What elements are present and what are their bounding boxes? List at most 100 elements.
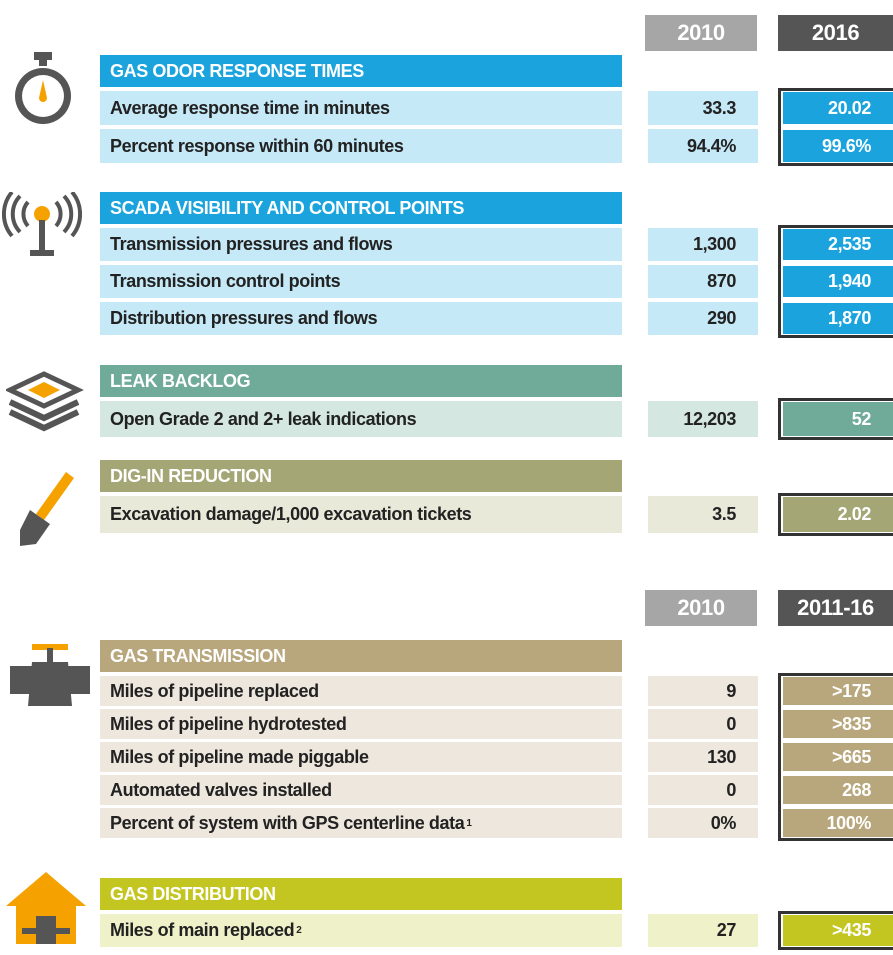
row-label: Percent of system with GPS centerline da…: [100, 808, 622, 838]
section-title-text: GAS TRANSMISSION: [110, 645, 286, 666]
section-title-text: GAS ODOR RESPONSE TIMES: [110, 60, 364, 81]
value-later: >435: [783, 915, 893, 946]
house-icon: [6, 872, 86, 944]
row-label: Miles of pipeline replaced: [100, 676, 622, 706]
value-2010: 1,300: [648, 228, 758, 261]
row-label-text: Average response time in minutes: [110, 97, 390, 118]
row-label: Automated valves installed: [100, 775, 622, 805]
section-title-text: DIG-IN REDUCTION: [110, 465, 272, 486]
row-label: Miles of pipeline hydrotested: [100, 709, 622, 739]
value-2010-text: 290: [707, 308, 736, 328]
row-label: Miles of main replaced 2: [100, 914, 622, 947]
value-2010-text: 94.4%: [686, 135, 736, 156]
value-later-text: 2,535: [827, 234, 871, 254]
section-title: GAS ODOR RESPONSE TIMES: [100, 55, 622, 87]
antenna-icon: [2, 192, 82, 256]
value-2010: 130: [648, 742, 758, 772]
value-later-text: >175: [832, 680, 871, 701]
value-later-text: 2.02: [837, 504, 872, 524]
value-later-text: 52: [851, 408, 872, 429]
value-later: 99.6%: [783, 130, 893, 162]
value-frame: [778, 493, 893, 536]
row-label-text: Miles of main replaced: [110, 920, 295, 940]
year-header-text: 2011-16: [797, 595, 874, 620]
year-header-text: 2016: [811, 20, 860, 45]
value-later: 2,535: [783, 229, 893, 260]
value-later-text: 268: [842, 779, 871, 800]
value-2010-text: 3.5: [712, 504, 736, 524]
value-2010-text: 1,300: [692, 234, 736, 254]
value-later-text: >435: [832, 920, 871, 940]
value-2010-text: 9: [726, 680, 736, 701]
row-label-text: Miles of pipeline replaced: [110, 680, 319, 701]
value-2010: 290: [648, 302, 758, 335]
stopwatch-icon: [15, 52, 71, 124]
value-later: 1,940: [783, 266, 893, 297]
value-2010: 0%: [648, 808, 758, 838]
year-header: 2011-16: [778, 590, 893, 626]
value-later: 52: [783, 402, 893, 436]
section-title: DIG-IN REDUCTION: [100, 460, 622, 492]
value-2010-text: 12,203: [683, 408, 736, 429]
row-label: Percent response within 60 minutes: [100, 129, 622, 163]
value-2010-text: 27: [716, 920, 737, 940]
value-later-text: 99.6%: [821, 135, 871, 156]
value-frame: [778, 673, 893, 841]
value-later-text: 100%: [826, 812, 872, 833]
value-2010: 870: [648, 265, 758, 298]
section-title-text: LEAK BACKLOG: [110, 370, 251, 391]
row-label: Average response time in minutes: [100, 91, 622, 125]
row-label: Transmission pressures and flows: [100, 228, 622, 261]
year-header-text: 2010: [677, 20, 725, 45]
value-later-text: 20.02: [827, 97, 871, 118]
row-label-text: Miles of pipeline hydrotested: [110, 713, 347, 734]
value-later: >665: [783, 743, 893, 771]
row-label-text: Open Grade 2 and 2+ leak indications: [110, 408, 417, 429]
section-title: SCADA VISIBILITY AND CONTROL POINTS: [100, 192, 622, 224]
value-2010-text: 33.3: [702, 97, 737, 118]
row-label-text: Percent of system with GPS centerline da…: [110, 812, 465, 833]
row-label-text: Distribution pressures and flows: [110, 308, 378, 328]
layers-icon: [6, 371, 84, 432]
value-later: 100%: [783, 809, 893, 837]
row-label: Open Grade 2 and 2+ leak indications: [100, 401, 622, 437]
year-header: 2016: [778, 15, 893, 51]
value-2010-text: 130: [707, 746, 736, 767]
value-later-text: 1,870: [827, 308, 871, 328]
year-header: 2010: [645, 15, 757, 51]
value-2010-text: 0: [726, 713, 736, 734]
value-2010: 0: [648, 775, 758, 805]
row-label-text: Transmission pressures and flows: [110, 234, 393, 254]
value-later: 1,870: [783, 303, 893, 334]
shovel-icon: [20, 472, 74, 546]
value-later-text: 1,940: [827, 271, 871, 291]
valve-icon: [10, 644, 90, 706]
value-2010: 9: [648, 676, 758, 706]
value-frame: [778, 911, 893, 950]
value-later: 20.02: [783, 92, 893, 124]
value-2010-text: 0%: [710, 812, 737, 833]
value-2010-text: 0: [726, 779, 736, 800]
value-frame: [778, 398, 893, 440]
value-later: >835: [783, 710, 893, 738]
value-2010: 12,203: [648, 401, 758, 437]
value-2010: 94.4%: [648, 129, 758, 163]
value-later: >175: [783, 677, 893, 705]
row-label-text: Percent response within 60 minutes: [110, 135, 404, 156]
row-label-text: Transmission control points: [110, 271, 341, 291]
year-header-text: 2010: [677, 595, 725, 620]
value-later: 268: [783, 776, 893, 804]
value-2010: 27: [648, 914, 758, 947]
row-label: Distribution pressures and flows: [100, 302, 622, 335]
year-header: 2010: [645, 590, 757, 626]
value-later: 2.02: [783, 497, 893, 532]
section-title: GAS DISTRIBUTION: [100, 878, 622, 910]
row-label: Miles of pipeline made piggable: [100, 742, 622, 772]
footnote-mark: 2: [296, 925, 302, 936]
value-later-text: >665: [832, 746, 871, 767]
section-title-text: GAS DISTRIBUTION: [110, 883, 276, 904]
section-title: LEAK BACKLOG: [100, 365, 622, 397]
value-2010: 0: [648, 709, 758, 739]
row-label-text: Excavation damage/1,000 excavation ticke…: [110, 504, 472, 524]
